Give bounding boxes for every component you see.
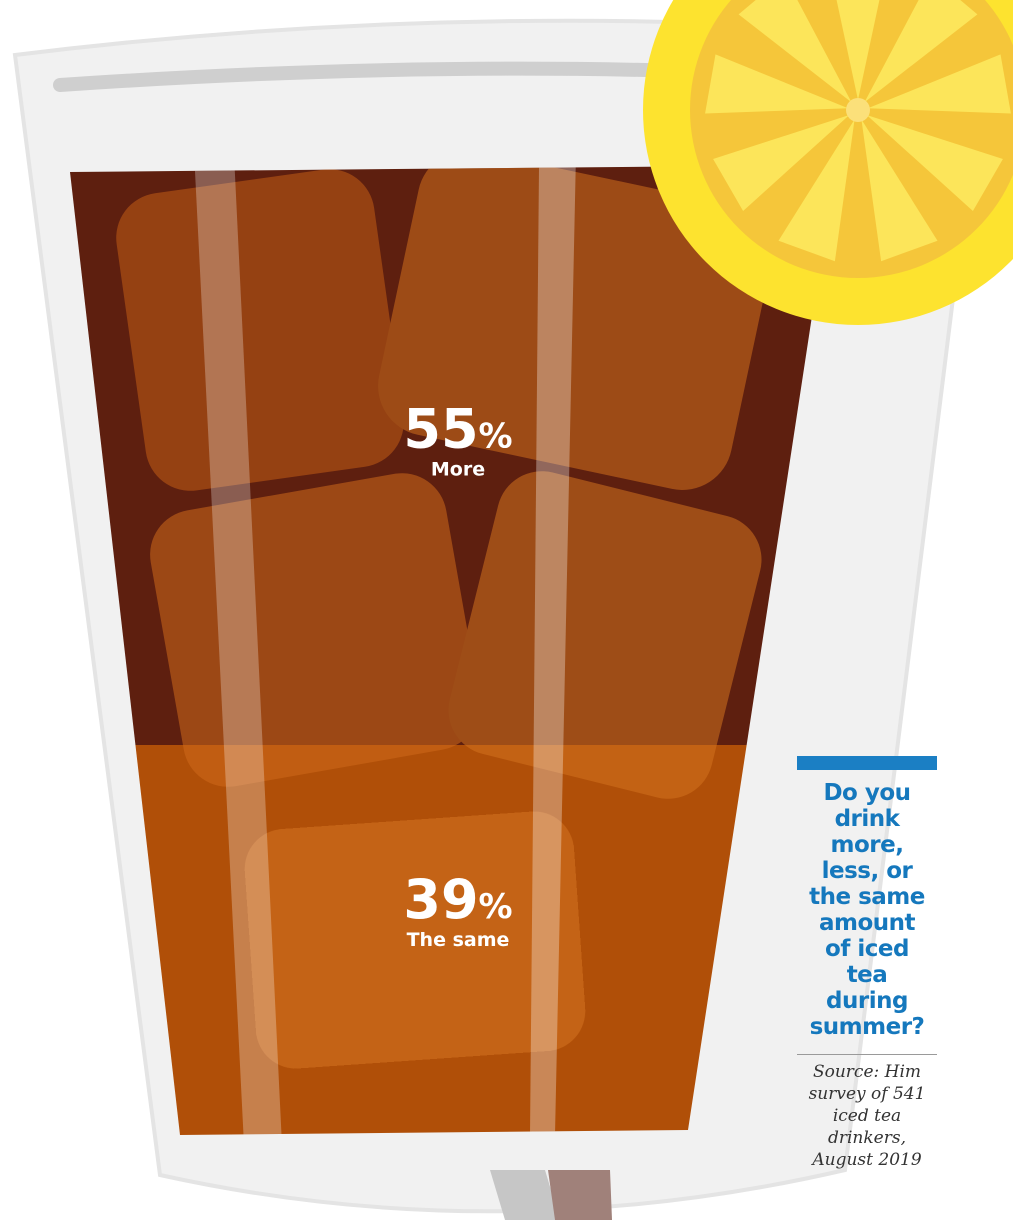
straw-stub (490, 1170, 560, 1220)
divider (797, 1054, 937, 1055)
accent-bar (797, 756, 937, 770)
data-label-more-name: More (431, 459, 485, 481)
lemon-slice-icon (643, 0, 1013, 325)
data-label-more-value: 55% (403, 398, 512, 461)
source-note: Source: Him survey of 541 iced tea drink… (808, 1062, 926, 1170)
straw-stub (548, 1170, 612, 1220)
question-block: Do you drink more, less, or the same amo… (797, 756, 937, 1171)
chart-title: Do you drink more, less, or the same amo… (809, 780, 925, 1040)
data-label-same-value: 39% (403, 868, 512, 931)
straws (190, 165, 578, 1135)
data-label-same-name: The same (407, 929, 510, 951)
ice-cubes (116, 165, 772, 1069)
